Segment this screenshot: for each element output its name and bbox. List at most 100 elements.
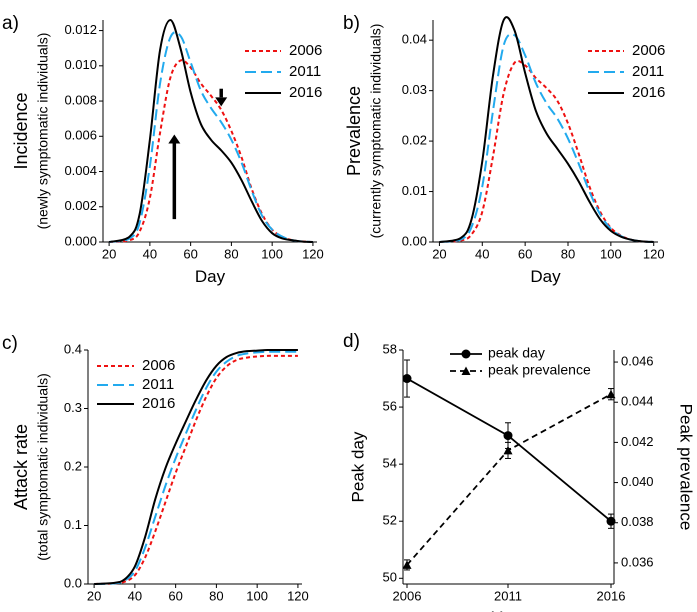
y-axis-label: Incidence: [11, 92, 31, 169]
legend-label-2011: 2011: [142, 376, 174, 393]
y-axis-sublabel: (currently symptomatic individuals): [368, 24, 384, 239]
series-line-2016: [94, 348, 298, 585]
series-line-2011: [94, 350, 298, 585]
y-tick-label: 0.008: [64, 92, 97, 107]
y-tick-label-right: 0.044: [621, 394, 654, 409]
y-tick-label-right: 0.036: [621, 554, 654, 569]
data-point-triangle: [503, 445, 513, 455]
series-line-2011: [108, 31, 313, 243]
x-tick-label: 60: [183, 247, 197, 262]
legend-label-2006: 2006: [142, 357, 175, 374]
x-axis-label: Day: [195, 267, 226, 286]
legend-label-2011: 2011: [289, 63, 321, 80]
x-axis-label: Day: [180, 609, 211, 612]
x-tick-label: 100: [600, 247, 622, 262]
x-tick-label: 40: [128, 589, 142, 604]
x-tick-label: 120: [643, 247, 665, 262]
y-tick-label: 0.02: [402, 133, 427, 148]
panel-label: c): [2, 333, 18, 354]
x-tick-label: 2006: [393, 589, 422, 604]
legend-label-peak-prevalence: peak prevalence: [488, 362, 591, 378]
data-point-circle: [503, 431, 513, 441]
y-tick-label-left: 50: [383, 570, 397, 585]
y-axis-label: Prevalence: [344, 86, 364, 176]
data-point-circle: [402, 374, 412, 384]
legend-label-2016: 2016: [632, 84, 665, 101]
arrow-up-head: [168, 134, 181, 144]
y-tick-label: 0.012: [64, 22, 97, 37]
x-tick-label: 2011: [494, 589, 522, 604]
series-line-2006: [109, 59, 313, 243]
legend-label-2016: 2016: [289, 84, 322, 101]
legend-marker-triangle: [461, 366, 471, 375]
series-line-2016: [108, 19, 313, 243]
x-tick-label: 60: [168, 589, 182, 604]
series-line-peak-prevalence: [406, 393, 612, 566]
y-tick-label-right: 0.040: [621, 474, 654, 489]
legend-label-peak-day: peak day: [488, 345, 545, 361]
y-tick-label: 0.01: [402, 183, 427, 198]
y-tick-label: 0.4: [64, 341, 82, 356]
y-tick-label-left: 52: [383, 513, 397, 528]
x-tick-label: 20: [87, 589, 101, 604]
y-tick-label: 0.0: [64, 575, 82, 590]
data-point-triangle: [402, 560, 412, 569]
y-tick-label: 0.006: [64, 128, 97, 143]
y-tick-label: 0.000: [64, 233, 97, 248]
x-tick-label: 80: [224, 247, 238, 262]
y-tick-label-left: 56: [383, 399, 397, 414]
legend-label-2011: 2011: [632, 63, 664, 80]
series-line-2016: [439, 16, 654, 243]
series-line-2006: [439, 59, 654, 243]
y-axis-sublabel: (newly symptomatic individuals): [35, 33, 51, 230]
legend-label-2006: 2006: [632, 42, 665, 59]
y-tick-label: 0.2: [64, 458, 82, 473]
y-axis-right-label: Peak prevalence: [677, 404, 696, 531]
data-point-circle: [606, 516, 616, 526]
x-tick-label: 100: [261, 247, 283, 262]
y-tick-label: 0.3: [64, 400, 82, 415]
y-tick-label: 0.04: [402, 32, 427, 47]
x-tick-label: 120: [287, 589, 309, 604]
x-tick-label: 40: [475, 247, 489, 262]
x-axis-label: Day: [530, 267, 561, 286]
y-axis-left-label: Peak day: [348, 431, 367, 502]
x-tick-label: 100: [246, 589, 268, 604]
panel-label: b): [343, 13, 360, 34]
panel-label: a): [2, 13, 19, 34]
x-axis-label: Year: [491, 608, 526, 612]
panel-b-prevalence: b) 20 40 60 80 100 120 0.00 0.01 0.02 0.03 0.04 Day P…: [343, 13, 665, 286]
panel-c-attack-rate: c) 20 40 60 80 100 120 0.0 0.1 0.2 0.3 0.4 Day Attack…: [2, 333, 309, 612]
legend-label-2006: 2006: [289, 42, 322, 59]
y-tick-label: 0.004: [64, 163, 97, 178]
series-line-2006: [94, 354, 298, 585]
x-tick-label: 60: [518, 247, 532, 262]
arrow-down-head: [215, 97, 228, 107]
y-tick-label: 0.00: [402, 233, 427, 248]
panel-label: d): [343, 331, 360, 352]
y-tick-label-right: 0.038: [621, 514, 654, 529]
y-tick-label-left: 58: [383, 341, 397, 356]
x-tick-label: 40: [143, 247, 157, 262]
data-point-triangle: [606, 389, 616, 399]
y-axis-label: Attack rate: [11, 424, 31, 510]
legend-marker-circle: [461, 349, 471, 359]
x-tick-label: 20: [102, 247, 116, 262]
y-tick-label: 0.1: [64, 517, 82, 532]
panel-a-incidence: a) 20 40 60 80 100 120 0.000 0.002 0.004 0.006 0.00…: [2, 13, 324, 286]
y-axis-sublabel: (total symptomatic individuals): [35, 373, 51, 561]
x-tick-label: 2016: [597, 589, 626, 604]
y-tick-label: 0.010: [64, 57, 97, 72]
x-tick-label: 20: [432, 247, 446, 262]
y-tick-label-left: 54: [383, 456, 397, 471]
legend-label-2016: 2016: [142, 395, 175, 412]
series-line-2011: [439, 33, 654, 243]
y-tick-label: 0.002: [64, 198, 97, 213]
x-tick-label: 120: [302, 247, 324, 262]
x-tick-label: 80: [561, 247, 575, 262]
panel-d-peak-day-prevalence: d) 2006 2011 2016 50 52 54 56 58 0.036 0.038 0.040 0…: [343, 331, 696, 612]
y-tick-label-right: 0.046: [621, 353, 654, 368]
x-tick-label: 80: [209, 589, 223, 604]
y-tick-label-right: 0.042: [621, 434, 654, 449]
